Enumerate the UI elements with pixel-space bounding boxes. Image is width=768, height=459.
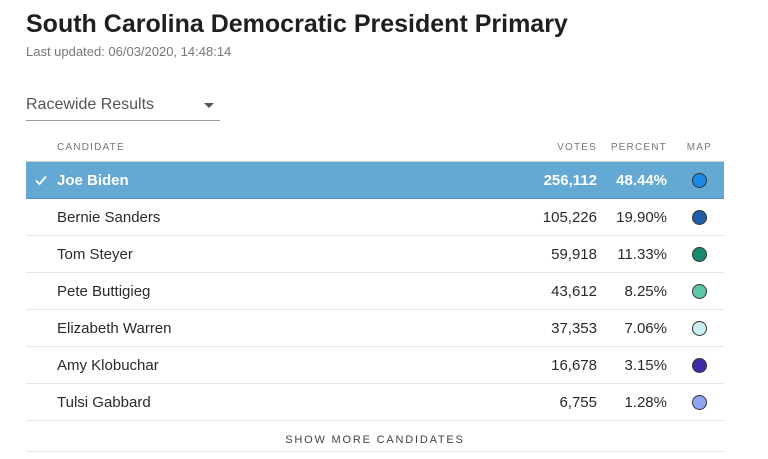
candidate-votes: 37,353 <box>551 320 597 337</box>
last-updated: Last updated: 06/03/2020, 14:48:14 <box>26 44 232 59</box>
candidate-name: Pete Buttigieg <box>57 283 151 300</box>
dropdown-selected-value: Racewide Results <box>26 96 155 113</box>
table-row[interactable]: Amy Klobuchar 16,678 3.15% <box>26 347 724 384</box>
candidate-percent: 7.06% <box>624 320 667 337</box>
candidate-percent: 1.28% <box>624 394 667 411</box>
candidate-percent: 19.90% <box>616 209 667 226</box>
results-table: CANDIDATE VOTES PERCENT MAP Joe Biden 25… <box>26 134 724 452</box>
check-icon <box>35 175 47 186</box>
map-color-swatch <box>692 358 707 373</box>
candidate-name: Joe Biden <box>57 172 129 189</box>
candidate-percent: 11.33% <box>617 246 667 263</box>
table-row-winner[interactable]: Joe Biden 256,112 48.44% <box>26 162 724 199</box>
candidate-percent: 48.44% <box>616 172 667 189</box>
show-more-candidates-button[interactable]: SHOW MORE CANDIDATES <box>26 421 724 452</box>
show-more-label: SHOW MORE CANDIDATES <box>285 434 465 446</box>
table-row[interactable]: Bernie Sanders 105,226 19.90% <box>26 199 724 236</box>
candidate-name: Elizabeth Warren <box>57 320 172 337</box>
column-header-votes: VOTES <box>557 142 597 153</box>
table-row[interactable]: Elizabeth Warren 37,353 7.06% <box>26 310 724 347</box>
candidate-votes: 105,226 <box>542 209 597 226</box>
candidate-votes: 16,678 <box>551 357 597 374</box>
table-row[interactable]: Tom Steyer 59,918 11.33% <box>26 236 724 273</box>
candidate-percent: 8.25% <box>624 283 667 300</box>
map-color-swatch <box>692 173 707 188</box>
map-color-swatch <box>692 247 707 262</box>
caret-down-icon <box>204 103 214 108</box>
map-color-swatch <box>692 395 707 410</box>
table-row[interactable]: Tulsi Gabbard 6,755 1.28% <box>26 384 724 421</box>
map-color-swatch <box>692 284 707 299</box>
table-row[interactable]: Pete Buttigieg 43,612 8.25% <box>26 273 724 310</box>
results-dropdown[interactable]: Racewide Results <box>26 92 220 121</box>
column-header-percent: PERCENT <box>610 142 667 153</box>
candidate-name: Amy Klobuchar <box>57 357 159 374</box>
column-header-candidate: CANDIDATE <box>57 142 125 153</box>
column-header-map: MAP <box>686 142 712 153</box>
candidate-votes: 256,112 <box>543 172 597 189</box>
page-title: South Carolina Democratic President Prim… <box>26 10 568 38</box>
candidate-votes: 43,612 <box>551 283 597 300</box>
candidate-name: Tulsi Gabbard <box>57 394 151 411</box>
candidate-percent: 3.15% <box>624 357 667 374</box>
candidate-votes: 59,918 <box>551 246 597 263</box>
map-color-swatch <box>692 210 707 225</box>
candidate-votes: 6,755 <box>559 394 597 411</box>
candidate-name: Tom Steyer <box>57 246 133 263</box>
table-header: CANDIDATE VOTES PERCENT MAP <box>26 134 724 162</box>
candidate-name: Bernie Sanders <box>57 209 161 226</box>
map-color-swatch <box>692 321 707 336</box>
